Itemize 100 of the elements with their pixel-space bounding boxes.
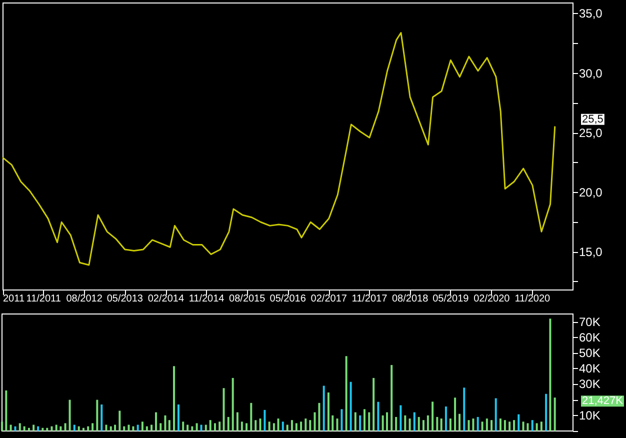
bar (146, 426, 148, 431)
bar (426, 415, 429, 431)
line-series (2, 32, 556, 266)
bar (123, 426, 126, 431)
bar (222, 388, 225, 431)
x-tick-label: 02/2020 (474, 294, 510, 304)
x-tick-label: 02/2017 (310, 294, 348, 304)
x-tick-label: 11/2014 (188, 294, 225, 304)
bar (522, 422, 524, 431)
bar (150, 424, 153, 431)
bar (28, 428, 30, 431)
bar (486, 418, 488, 431)
bar (254, 420, 257, 431)
bar (476, 416, 479, 431)
bar (282, 422, 284, 431)
x-tick-label: 08/2012 (66, 294, 103, 304)
bar (444, 406, 447, 431)
bar (128, 424, 130, 431)
bar (395, 416, 398, 431)
bar (499, 418, 502, 431)
bar (55, 424, 58, 431)
bar (345, 356, 348, 431)
bar (114, 424, 116, 431)
bar (64, 423, 66, 431)
bar (372, 378, 375, 431)
x-tick-label: 2011 (3, 294, 25, 304)
bar (232, 378, 234, 431)
bar (368, 412, 370, 431)
bar (531, 420, 534, 431)
x-tick-label: 11/2017 (352, 294, 388, 304)
bar (536, 423, 538, 431)
bar (382, 415, 384, 431)
bar (513, 420, 516, 431)
bar (540, 422, 542, 431)
bar (168, 420, 170, 431)
bar (490, 420, 493, 431)
bar (290, 420, 293, 431)
y-tick-label: 40K (579, 362, 600, 376)
bar (264, 410, 266, 431)
bar (354, 412, 356, 431)
bar (196, 423, 198, 431)
bar (272, 423, 275, 431)
bar (436, 416, 438, 431)
bar (408, 418, 411, 431)
bar (332, 415, 334, 431)
y-tick-label: 60K (579, 330, 600, 344)
bar (359, 415, 362, 431)
bar (173, 366, 176, 431)
bar (259, 418, 262, 431)
y-tick-label: 25,0 (579, 126, 603, 140)
bar (545, 394, 548, 431)
bar (300, 422, 302, 431)
bar (82, 428, 84, 431)
text: 21,427K (582, 395, 624, 408)
bar (286, 424, 288, 431)
bar (422, 420, 424, 431)
bar (46, 428, 48, 431)
bar (204, 424, 207, 431)
bar (418, 416, 420, 431)
x-tick-label: 08/2015 (229, 294, 266, 304)
bar (10, 424, 12, 431)
bar (200, 424, 202, 431)
bar (449, 418, 452, 431)
bar (246, 423, 248, 431)
bar (309, 420, 312, 431)
bar (227, 416, 230, 431)
bar (160, 423, 162, 431)
bar (481, 422, 484, 431)
bar (400, 405, 402, 431)
bar (472, 418, 474, 431)
bar (60, 426, 62, 431)
bar (23, 426, 26, 431)
text: 25,5 (582, 113, 604, 126)
bar (182, 422, 184, 431)
bar (50, 426, 53, 431)
bar (154, 412, 157, 431)
bar (468, 420, 470, 431)
x-tick-label: 08/2018 (392, 294, 429, 304)
bar (118, 410, 121, 431)
bar (314, 412, 316, 431)
y-tick-label: 10K (579, 408, 600, 422)
bar (377, 402, 380, 431)
bar (295, 423, 298, 431)
bar (350, 382, 352, 431)
bar (526, 423, 529, 431)
bar (504, 420, 506, 431)
bar (322, 386, 325, 431)
bar (494, 398, 497, 431)
bar (73, 424, 76, 431)
y-tick-label: 35,0 (579, 6, 603, 21)
bar (164, 415, 166, 431)
bar (18, 423, 21, 431)
y-tick-label: 30K (579, 377, 600, 392)
bar (240, 422, 243, 431)
x-tick-label: 11/2011 (26, 294, 62, 304)
bar (268, 422, 270, 431)
bar (318, 402, 320, 431)
bar (554, 398, 556, 431)
x-tick-label: 11/2020 (514, 294, 551, 304)
y-tick-label: 50K (579, 346, 600, 360)
